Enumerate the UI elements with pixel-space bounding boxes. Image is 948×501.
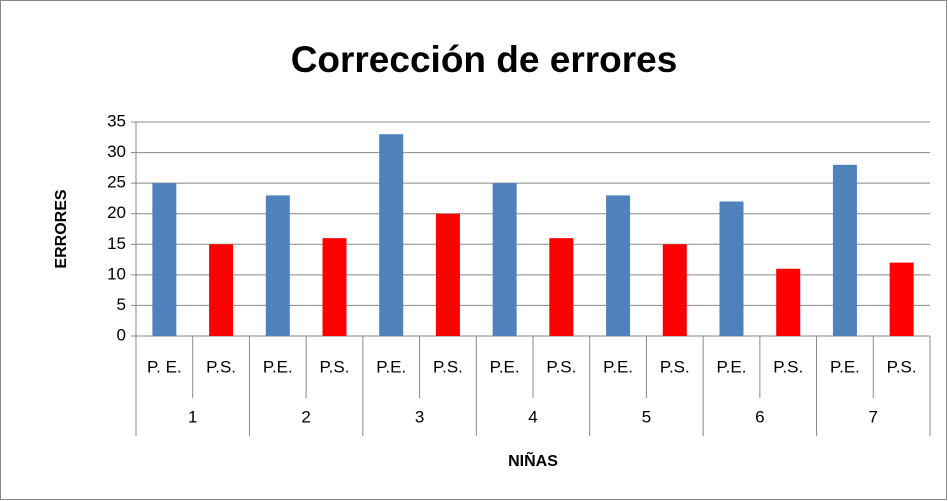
x-tick-label: P.E. (603, 357, 633, 376)
bar (435, 213, 460, 336)
x-axis-title: NIÑAS (508, 450, 558, 470)
bar (322, 238, 347, 336)
bar (776, 268, 801, 336)
x-tick-label: P.S. (206, 357, 236, 376)
bar (492, 183, 517, 336)
y-tick-label: 10 (107, 264, 126, 283)
bar (209, 244, 234, 336)
x-tick-label: P.E. (490, 357, 520, 376)
y-tick-label: 30 (107, 142, 126, 161)
x-tick-label: P.E. (717, 357, 747, 376)
bar (549, 238, 574, 336)
chart-title: Corrección de errores (291, 39, 678, 80)
bar (719, 201, 744, 336)
x-tick-label: P.S. (320, 357, 350, 376)
y-tick-label: 20 (107, 203, 126, 222)
group-label: 3 (415, 407, 424, 426)
x-tick-label: P.E. (830, 357, 860, 376)
x-tick-label: P. E. (147, 357, 182, 376)
bar (889, 262, 914, 336)
bar (662, 244, 687, 336)
x-tick-label: P.S. (433, 357, 463, 376)
bar (379, 134, 404, 336)
group-label: 5 (642, 407, 651, 426)
bar (832, 164, 857, 336)
y-tick-label: 25 (107, 173, 126, 192)
bar (152, 183, 177, 336)
x-tick-label: P.S. (546, 357, 576, 376)
x-tick-label: P.E. (376, 357, 406, 376)
bar (606, 195, 631, 336)
group-label: 4 (528, 407, 537, 426)
group-label: 2 (301, 407, 310, 426)
y-tick-label: 35 (107, 111, 126, 130)
x-tick-label: P.S. (773, 357, 803, 376)
x-tick-label: P.E. (263, 357, 293, 376)
x-tick-label: P.S. (887, 357, 917, 376)
y-tick-label: 0 (117, 325, 126, 344)
bar (265, 195, 290, 336)
y-tick-label: 5 (117, 295, 126, 314)
group-label: 7 (869, 407, 878, 426)
x-tick-label: P.S. (660, 357, 690, 376)
y-tick-label: 15 (107, 234, 126, 253)
group-label: 6 (755, 407, 764, 426)
y-axis-title: ERRORES (53, 189, 70, 268)
group-label: 1 (188, 407, 197, 426)
